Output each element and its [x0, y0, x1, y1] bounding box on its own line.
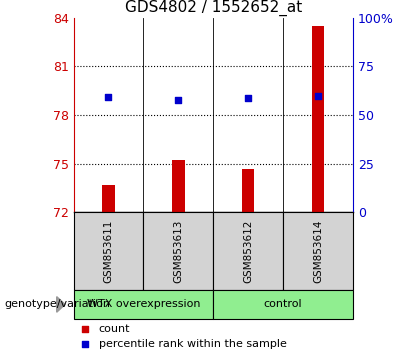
- Bar: [143, 212, 213, 290]
- Bar: [102, 185, 115, 212]
- Text: genotype/variation: genotype/variation: [4, 299, 110, 309]
- Point: [315, 93, 321, 98]
- Bar: [74, 290, 213, 319]
- Point: [175, 97, 181, 102]
- Bar: [283, 212, 353, 290]
- Bar: [74, 212, 143, 290]
- Point: [245, 95, 252, 101]
- Point: [81, 341, 88, 347]
- Bar: [312, 26, 324, 212]
- Title: GDS4802 / 1552652_at: GDS4802 / 1552652_at: [124, 0, 302, 16]
- Text: GSM853613: GSM853613: [173, 219, 183, 283]
- Point: [81, 326, 88, 331]
- Bar: [172, 160, 184, 212]
- Bar: [213, 290, 353, 319]
- Text: GSM853614: GSM853614: [313, 219, 323, 283]
- Bar: [242, 169, 255, 212]
- Text: count: count: [99, 324, 130, 333]
- Bar: [213, 212, 283, 290]
- Point: [105, 95, 112, 100]
- Text: GSM853612: GSM853612: [243, 219, 253, 283]
- Text: control: control: [264, 299, 302, 309]
- Text: WTX overexpression: WTX overexpression: [87, 299, 200, 309]
- Text: GSM853611: GSM853611: [103, 219, 113, 283]
- Text: percentile rank within the sample: percentile rank within the sample: [99, 339, 286, 349]
